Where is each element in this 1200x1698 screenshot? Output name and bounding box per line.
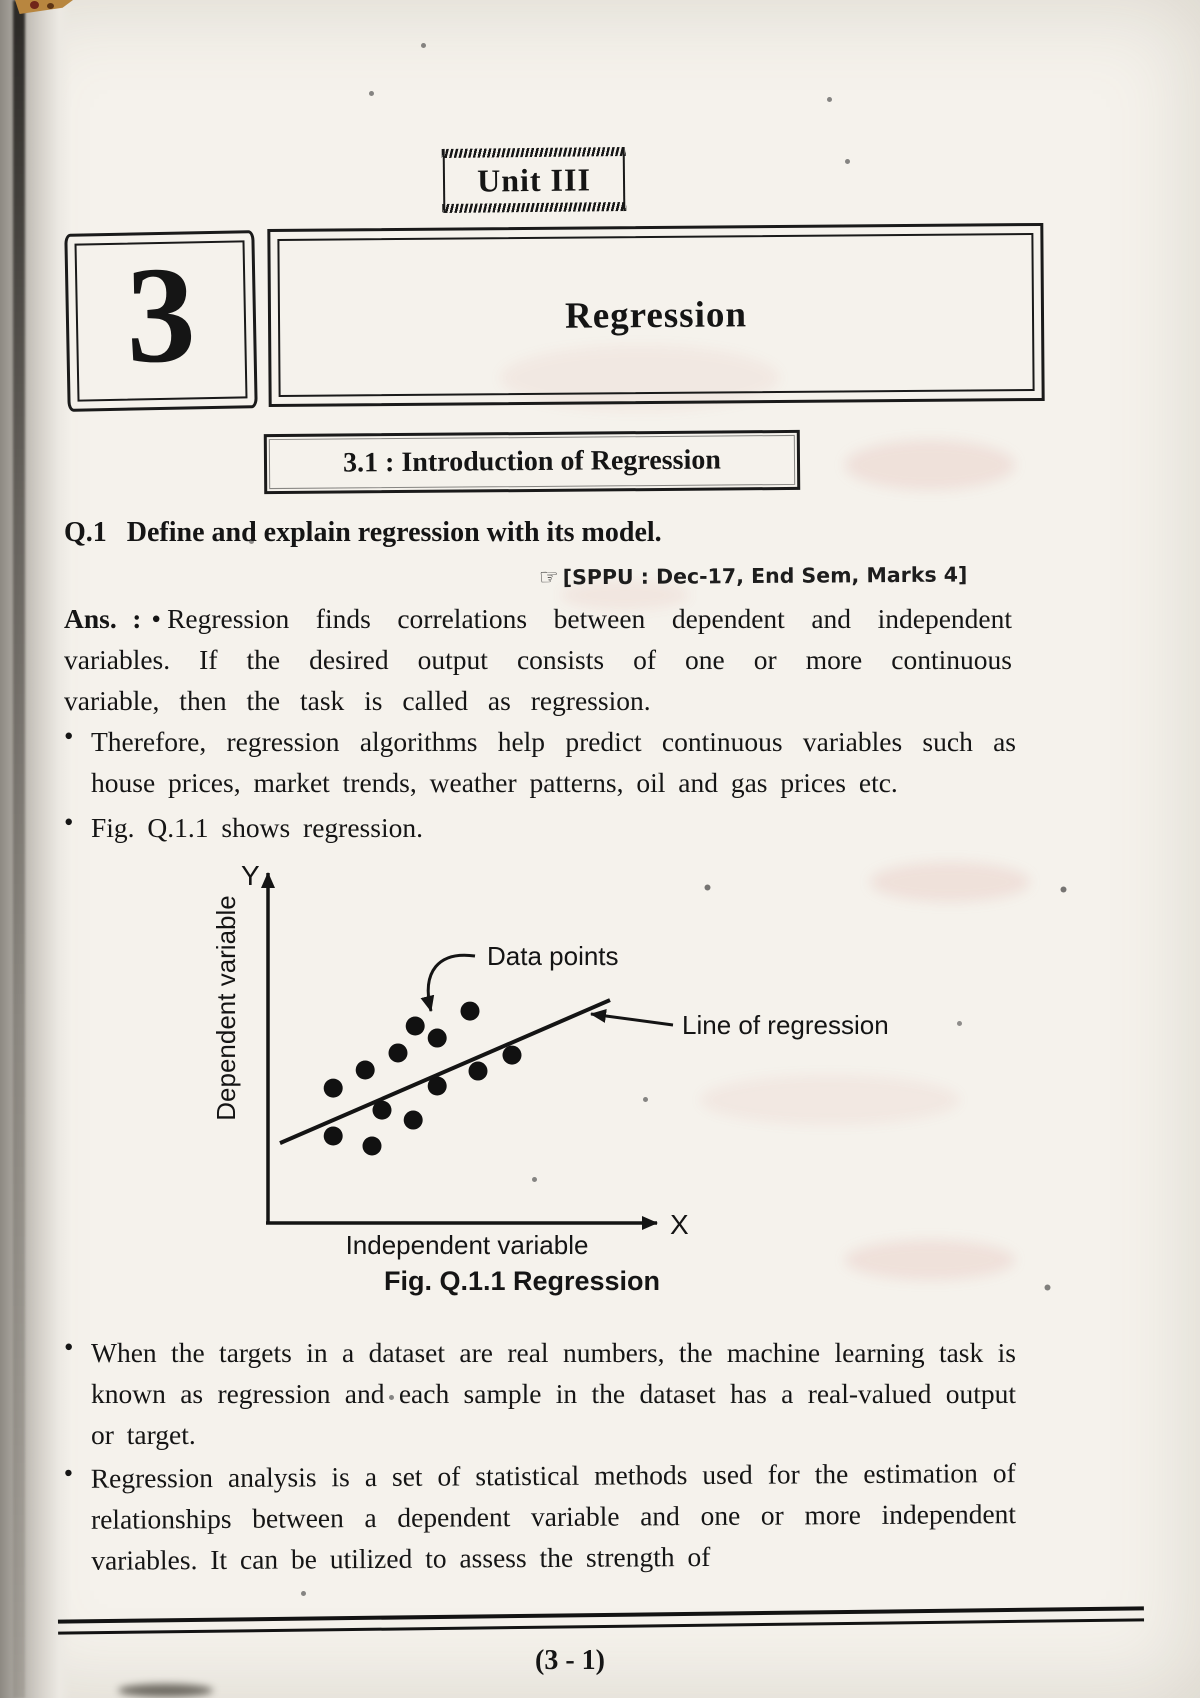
cover-spot bbox=[47, 3, 54, 9]
exam-citation: ☞ [SPPU : Dec-17, End Sem, Marks 4] bbox=[539, 563, 968, 591]
question-number: Q.1 bbox=[64, 517, 107, 548]
line-of-regression-arrow bbox=[590, 1009, 674, 1027]
data-point bbox=[355, 1060, 375, 1080]
answer-intro-text: Regression finds correlations between de… bbox=[64, 603, 1012, 716]
section-heading: 3.1 : Introduction of Regression bbox=[342, 444, 721, 479]
bullet-item: • Regression analysis is a set of statis… bbox=[64, 1452, 1017, 1581]
ink-bleed-smudge bbox=[845, 1240, 1015, 1280]
x-axis-letter: X bbox=[670, 1209, 689, 1240]
data-point bbox=[468, 1061, 488, 1081]
page-number: (3 - 1) bbox=[535, 1645, 605, 1676]
chapter-number-box: 3 bbox=[64, 230, 258, 412]
data-points-arrow bbox=[420, 953, 476, 1012]
data-point bbox=[460, 1001, 480, 1021]
data-point bbox=[388, 1043, 408, 1063]
bullet-glyph: • bbox=[64, 807, 74, 837]
chapter-title-box-inner: Regression bbox=[277, 233, 1035, 397]
data-point bbox=[427, 1076, 447, 1096]
bullet-item: • When the targets in a dataset are real… bbox=[64, 1332, 1016, 1455]
data-point bbox=[405, 1016, 425, 1036]
pointing-hand-icon: ☞ bbox=[538, 565, 559, 591]
question-line: Q.1 Define and explain regression with it… bbox=[64, 517, 1008, 549]
chapter-number: 3 bbox=[124, 237, 197, 392]
chapter-title-box: Regression bbox=[267, 222, 1045, 408]
cover-spot bbox=[30, 1, 39, 9]
y-axis-label: Dependent variable bbox=[215, 895, 241, 1121]
figure-caption: Fig. Q.1.1 Regression bbox=[383, 1266, 661, 1296]
bullet-text: Fig. Q.1.1 shows regression. bbox=[91, 812, 423, 843]
x-axis-label: Independent variable bbox=[346, 1230, 589, 1260]
ink-bleed-smudge bbox=[560, 580, 690, 610]
scan-noise bbox=[0, 0, 3, 3]
bullet-glyph: • bbox=[64, 1332, 74, 1362]
bullet-text: Regression analysis is a set of statisti… bbox=[90, 1457, 1017, 1576]
scatter-points-group bbox=[323, 1001, 522, 1156]
ink-bleed-smudge bbox=[500, 345, 780, 411]
regression-figure: Y X Dependent variable Independent varia… bbox=[215, 860, 889, 1260]
data-point bbox=[362, 1136, 382, 1156]
data-point bbox=[372, 1100, 392, 1120]
unit-label: Unit III bbox=[476, 160, 592, 199]
ink-bleed-smudge bbox=[700, 1075, 960, 1125]
bullet-glyph: • bbox=[63, 1457, 74, 1488]
answer-paragraph: Ans. : • Regression finds correlations bet… bbox=[64, 598, 1012, 721]
ink-bleed-smudge bbox=[870, 862, 1030, 902]
bullet-glyph: • bbox=[64, 721, 74, 751]
chapter-number-box-inner: 3 bbox=[74, 237, 248, 402]
data-point bbox=[323, 1126, 343, 1146]
book-spine-edge bbox=[0, 0, 72, 1698]
y-axis-letter: Y bbox=[241, 860, 260, 891]
question-text: Define and explain regression with its m… bbox=[126, 517, 662, 548]
data-point bbox=[323, 1078, 343, 1098]
bullet-text: Therefore, regression algorithms help pr… bbox=[91, 726, 1016, 798]
chapter-title: Regression bbox=[564, 293, 748, 337]
data-point bbox=[403, 1110, 423, 1130]
unit-header-box: Unit III bbox=[442, 147, 626, 213]
annotation-line-of-regression: Line of regression bbox=[682, 1010, 889, 1040]
section-heading-box: 3.1 : Introduction of Regression bbox=[263, 429, 801, 495]
annotation-data-points: Data points bbox=[487, 941, 619, 971]
bullet-glyph: • bbox=[151, 603, 162, 634]
data-point bbox=[502, 1045, 522, 1065]
spine-shadow bbox=[13, 0, 25, 1698]
bullet-item: • Fig. Q.1.1 shows regression. bbox=[64, 807, 1016, 848]
regression-line bbox=[279, 998, 611, 1145]
answer-prefix: Ans. : bbox=[64, 603, 142, 634]
data-point bbox=[427, 1028, 447, 1048]
ink-bleed-smudge bbox=[845, 440, 1015, 490]
bullet-text: When the targets in a dataset are real n… bbox=[91, 1337, 1016, 1450]
citation-text: [SPPU : Dec-17, End Sem, Marks 4] bbox=[562, 562, 968, 590]
footer-double-rule bbox=[57, 1606, 1145, 1635]
scan-smudge bbox=[118, 1684, 213, 1697]
bullet-item: • Therefore, regression algorithms help … bbox=[64, 721, 1016, 803]
